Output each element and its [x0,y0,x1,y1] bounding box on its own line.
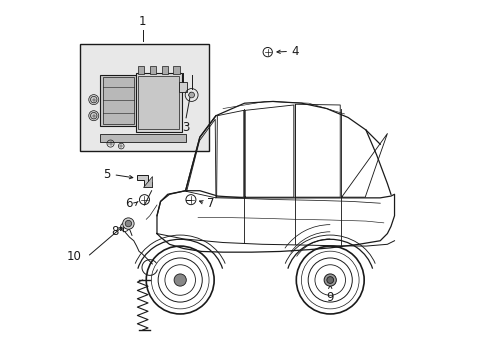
Text: 2: 2 [171,121,178,134]
Circle shape [324,274,336,286]
Circle shape [326,276,333,283]
Bar [173,66,180,74]
Polygon shape [137,175,151,187]
Circle shape [88,95,99,105]
Text: 1: 1 [139,14,146,27]
Text: 5: 5 [103,168,110,181]
Bar [138,76,179,129]
Bar [102,77,134,123]
Bar [100,75,137,126]
Circle shape [188,92,194,98]
Bar [149,66,156,74]
Text: 4: 4 [290,45,298,58]
Bar [138,66,144,74]
Text: 7: 7 [206,197,214,210]
Bar [161,66,167,74]
Circle shape [125,220,131,227]
Text: 6: 6 [125,197,133,210]
Text: 8: 8 [111,225,119,238]
Text: 10: 10 [67,250,82,263]
Bar [100,134,185,143]
Circle shape [122,218,134,229]
Circle shape [174,274,186,286]
Circle shape [88,111,99,121]
Bar [135,73,182,132]
Bar [80,44,208,152]
Bar [179,82,187,93]
Text: 9: 9 [326,291,333,305]
Text: 3: 3 [182,121,189,134]
Polygon shape [142,176,151,187]
